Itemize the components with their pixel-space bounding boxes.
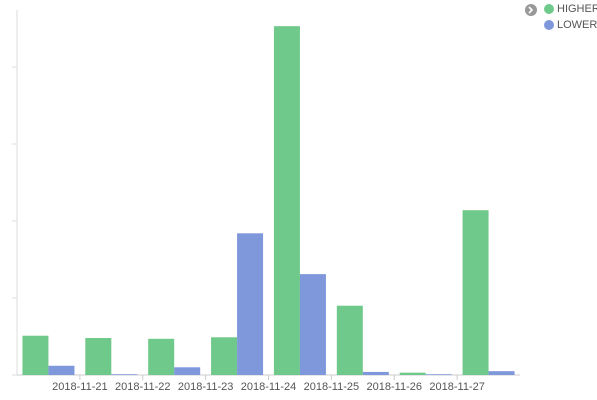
- bar[interactable]: [85, 338, 112, 375]
- legend-label[interactable]: LOWER: [557, 19, 597, 31]
- legend-label[interactable]: HIGHER: [557, 3, 597, 15]
- x-tick-label: 2018-11-21: [52, 381, 107, 393]
- bar[interactable]: [299, 274, 326, 375]
- bar[interactable]: [488, 371, 515, 375]
- bar[interactable]: [48, 365, 75, 375]
- x-tick-label: 2018-11-27: [429, 381, 484, 393]
- bar[interactable]: [22, 335, 49, 375]
- bar[interactable]: [273, 26, 300, 375]
- x-tick-label: 2018-11-22: [115, 381, 170, 393]
- x-tick-label: 2018-11-26: [367, 381, 422, 393]
- bar[interactable]: [237, 233, 264, 375]
- bar[interactable]: [211, 337, 238, 375]
- bar[interactable]: [362, 371, 389, 375]
- x-tick-label: 2018-11-25: [304, 381, 359, 393]
- legend-swatch[interactable]: [544, 4, 554, 14]
- bar[interactable]: [148, 338, 175, 375]
- bar[interactable]: [336, 305, 363, 375]
- bar[interactable]: [111, 374, 138, 375]
- bar[interactable]: [174, 367, 201, 375]
- x-tick-label: 2018-11-23: [178, 381, 233, 393]
- legend-swatch[interactable]: [544, 20, 554, 30]
- legend-toggle[interactable]: [525, 4, 537, 16]
- bar[interactable]: [399, 372, 426, 375]
- bar[interactable]: [462, 210, 489, 375]
- legend-toggle-arrow: [528, 6, 534, 14]
- bar[interactable]: [425, 374, 452, 375]
- x-tick-label: 2018-11-24: [241, 381, 296, 393]
